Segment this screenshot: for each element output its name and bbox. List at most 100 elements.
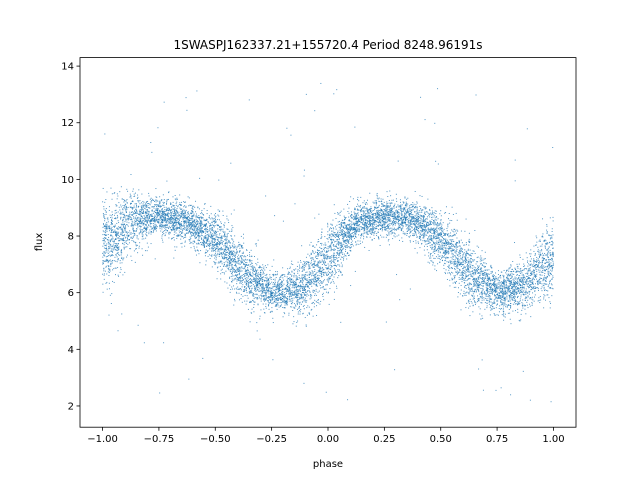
data-point <box>216 278 218 280</box>
data-point <box>371 225 373 227</box>
data-point <box>439 224 441 226</box>
data-point <box>356 206 358 208</box>
data-point <box>426 243 428 245</box>
data-point <box>423 215 425 217</box>
data-point <box>113 231 115 233</box>
data-point <box>214 249 216 251</box>
data-point <box>499 298 501 300</box>
data-point <box>366 225 368 227</box>
data-point <box>369 222 371 224</box>
data-point <box>437 236 439 238</box>
data-point <box>305 282 307 284</box>
data-point <box>276 274 278 276</box>
data-point <box>259 281 260 283</box>
data-point <box>410 231 412 233</box>
data-point <box>269 277 271 279</box>
data-point <box>323 244 325 246</box>
data-point <box>116 222 118 224</box>
data-point <box>346 235 348 237</box>
data-point <box>534 290 536 292</box>
data-point <box>481 295 483 297</box>
data-point <box>487 290 489 292</box>
data-point <box>536 287 538 289</box>
data-point <box>271 311 273 313</box>
data-point <box>238 288 240 290</box>
data-point <box>382 203 384 205</box>
data-point <box>366 227 368 229</box>
data-point <box>453 278 455 280</box>
data-point <box>409 224 411 226</box>
data-point <box>395 209 397 211</box>
data-point <box>525 273 527 275</box>
data-point <box>267 278 269 280</box>
data-point <box>183 209 185 211</box>
data-point <box>480 292 482 294</box>
data-point <box>146 222 148 224</box>
data-point <box>393 228 395 230</box>
data-point <box>477 267 479 269</box>
data-point <box>475 269 477 271</box>
data-point <box>382 217 384 219</box>
data-point <box>115 233 117 235</box>
data-point <box>253 298 255 300</box>
data-point <box>314 269 316 271</box>
data-point <box>241 247 243 249</box>
data-point <box>349 223 351 225</box>
data-point <box>421 210 423 212</box>
data-point <box>387 216 389 218</box>
data-point <box>176 201 178 203</box>
data-point <box>530 260 532 262</box>
data-point <box>499 288 501 290</box>
data-point <box>312 263 314 265</box>
data-point <box>376 216 378 218</box>
data-point <box>150 220 152 222</box>
data-point <box>353 218 355 220</box>
data-point <box>408 216 410 218</box>
data-point <box>289 267 291 269</box>
data-point <box>153 220 155 222</box>
data-point <box>417 216 419 218</box>
data-point <box>319 280 321 282</box>
data-point <box>405 210 406 212</box>
data-point <box>516 274 518 276</box>
data-point <box>279 305 281 307</box>
data-point <box>164 216 166 218</box>
data-point <box>347 228 349 230</box>
data-point <box>204 228 206 230</box>
data-point <box>413 221 415 223</box>
data-point <box>528 281 530 283</box>
data-point <box>231 278 233 280</box>
data-point <box>487 288 489 290</box>
data-point <box>358 220 360 222</box>
data-point <box>192 243 194 245</box>
data-point <box>135 212 137 214</box>
data-point <box>348 225 350 227</box>
data-point <box>459 269 461 271</box>
data-point <box>214 222 216 224</box>
data-point <box>238 258 240 260</box>
data-point <box>529 260 531 262</box>
data-point <box>103 254 105 256</box>
data-point <box>369 208 371 209</box>
data-point <box>167 219 169 221</box>
data-point <box>244 273 246 275</box>
data-point <box>335 245 337 247</box>
data-point <box>241 257 243 259</box>
data-point <box>521 284 523 286</box>
data-point <box>415 221 417 223</box>
data-point <box>417 214 419 216</box>
data-point <box>411 230 413 232</box>
data-point <box>145 220 147 222</box>
data-point <box>124 229 126 231</box>
data-point <box>480 267 482 269</box>
data-point <box>357 214 359 216</box>
data-point <box>490 288 492 290</box>
data-point <box>426 240 428 242</box>
data-point <box>397 222 399 224</box>
data-point <box>474 268 476 270</box>
data-point <box>434 220 436 222</box>
data-point <box>177 227 179 229</box>
data-point <box>302 286 304 288</box>
data-point <box>371 233 373 235</box>
data-point <box>334 234 336 236</box>
